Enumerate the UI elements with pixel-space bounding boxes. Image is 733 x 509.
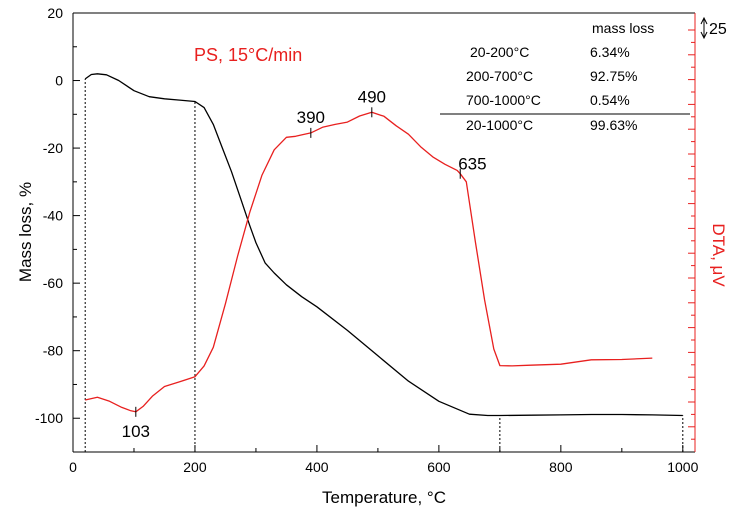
- y-tick-label: 0: [55, 73, 63, 89]
- table-total-value: 99.63%: [590, 117, 637, 133]
- table-row: 200-700°C 92.75%: [466, 68, 637, 84]
- y-tick-label: -60: [43, 275, 63, 291]
- annotation-label: 635: [458, 155, 486, 174]
- y-tick-label: -80: [43, 343, 63, 359]
- x-axis-ticks: 0 200 400 600 800 1000: [69, 445, 699, 475]
- mass-loss-table: mass loss 20-200°C 6.34% 200-700°C 92.75…: [440, 20, 690, 133]
- annotation-label: 390: [297, 108, 325, 127]
- table-row-value: 6.34%: [590, 44, 630, 60]
- series-group: [84, 73, 683, 417]
- y2-scale-bar-label: 25: [709, 21, 727, 38]
- y-axis-label: Mass loss, %: [16, 182, 35, 282]
- x-axis-label: Temperature, °C: [322, 488, 446, 507]
- x-tick-label: 600: [427, 459, 451, 475]
- x-tick-label: 1000: [667, 459, 698, 475]
- table-total-row: 20-1000°C 99.63%: [466, 117, 637, 133]
- table-row: 20-200°C 6.34%: [470, 44, 630, 60]
- x-tick-label: 0: [69, 459, 77, 475]
- y2-scale-bar: 25: [700, 16, 727, 40]
- x-tick-label: 200: [183, 459, 207, 475]
- table-row-range: 200-700°C: [466, 68, 533, 84]
- table-header: mass loss: [592, 20, 654, 36]
- y-tick-label: -20: [43, 140, 63, 156]
- y2-axis-label: DTA, μV: [709, 223, 728, 287]
- y-tick-label: 20: [47, 5, 63, 21]
- table-total-range: 20-1000°C: [466, 117, 533, 133]
- x-tick-label: 800: [549, 459, 573, 475]
- annotation-label: 103: [122, 422, 150, 441]
- table-row: 700-1000°C 0.54%: [466, 92, 630, 108]
- y-tick-label: -100: [35, 410, 63, 426]
- y-tick-label: -40: [43, 208, 63, 224]
- peak-annotations: 103 390 490 635: [122, 87, 487, 441]
- x-tick-label: 400: [305, 459, 329, 475]
- chart-title: PS, 15°C/min: [194, 45, 302, 65]
- reference-lines: [84, 78, 684, 452]
- annotation-label: 490: [358, 87, 386, 106]
- dta-line: [85, 111, 653, 413]
- table-row-value: 0.54%: [590, 92, 630, 108]
- table-row-range: 700-1000°C: [466, 92, 541, 108]
- table-row-range: 20-200°C: [470, 44, 529, 60]
- y2-axis-ticks: [688, 29, 695, 440]
- table-row-value: 92.75%: [590, 68, 637, 84]
- y-axis-ticks: 20 0 -20 -40 -60 -80 -100: [35, 5, 80, 426]
- mass-loss-line: [84, 73, 683, 417]
